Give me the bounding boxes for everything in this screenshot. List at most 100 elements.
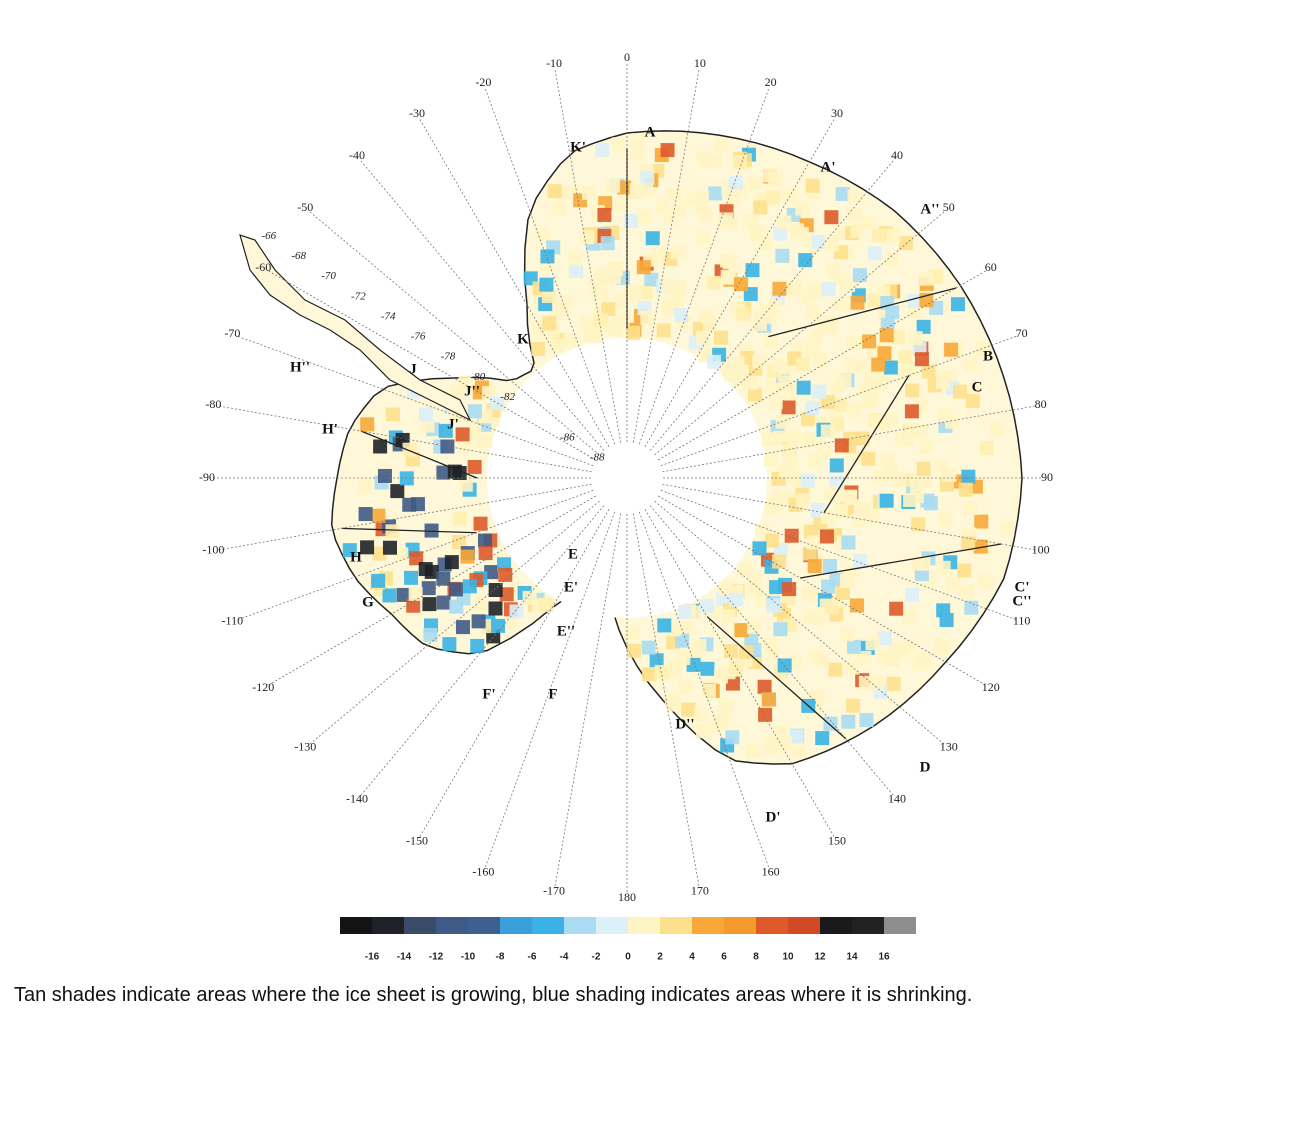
grid-cell <box>877 648 892 663</box>
grid-cell <box>873 376 888 391</box>
meridian <box>360 160 605 451</box>
grid-cell <box>820 424 835 439</box>
grid-cell <box>945 414 960 429</box>
grid-cell <box>905 587 920 602</box>
grid-cell <box>908 331 923 346</box>
colorbar-swatch <box>436 917 468 934</box>
grid-cell <box>864 391 879 406</box>
grid-cell <box>769 580 784 595</box>
grid-cell <box>700 598 715 613</box>
grid-cell <box>542 316 557 331</box>
grid-cell <box>826 263 841 278</box>
grid-cell <box>752 309 767 324</box>
grid-cell <box>821 579 836 594</box>
grid-cell <box>772 554 787 569</box>
grid-cell <box>961 469 976 484</box>
meridian <box>649 160 894 451</box>
colorbar-tick-label: -6 <box>528 952 537 963</box>
grid-cell <box>805 178 820 193</box>
grid-cell <box>783 386 798 401</box>
grid-cell <box>781 443 796 458</box>
basin-divide <box>360 430 478 479</box>
grid-cell <box>696 230 711 245</box>
longitude-label: -140 <box>346 791 368 805</box>
colorbar-swatch <box>724 917 756 934</box>
grid-cell <box>911 517 926 532</box>
grid-cell <box>563 333 578 348</box>
grid-cell <box>811 234 826 249</box>
grid-cell <box>808 452 823 467</box>
grid-cell <box>844 357 859 372</box>
grid-cell <box>385 524 400 539</box>
grid-cell <box>889 601 904 616</box>
grid-cell <box>773 622 788 637</box>
grid-cell <box>918 440 933 455</box>
grid-cell <box>692 638 707 653</box>
grid-cell <box>409 551 424 566</box>
grid-cell <box>535 227 550 242</box>
colorbar-swatch <box>628 917 660 934</box>
grid-cell <box>861 215 876 230</box>
caption: Tan shades indicate areas where the ice … <box>14 984 973 1006</box>
grid-cell <box>744 375 759 390</box>
grid-cell <box>436 571 451 586</box>
grid-cell <box>963 358 978 373</box>
grid-cell <box>467 460 482 475</box>
meridian <box>660 489 1017 620</box>
grid-cell <box>752 354 767 369</box>
grid-cell <box>418 562 433 577</box>
colorbar-tick-label: -8 <box>496 952 505 963</box>
colorbar-tick-label: -12 <box>429 952 444 963</box>
grid-cell <box>978 574 993 589</box>
grid-cell <box>420 418 435 433</box>
longitude-label: -170 <box>543 883 565 897</box>
grid-cell <box>396 587 411 602</box>
meridian <box>309 500 600 745</box>
colorbar-swatch <box>564 917 596 934</box>
grid-cell <box>821 282 836 297</box>
grid-cell <box>448 582 463 597</box>
latitude-label: -86 <box>560 431 575 443</box>
grid-cell <box>825 600 840 615</box>
meridian <box>632 513 700 886</box>
grid-cell <box>807 559 822 574</box>
grid-cell <box>640 170 655 185</box>
grid-cell <box>841 714 856 729</box>
grid-cell <box>654 664 669 679</box>
grid-cell <box>800 473 815 488</box>
meridian <box>237 336 594 467</box>
grid-cell <box>467 404 482 419</box>
grid-cell <box>733 155 748 170</box>
grid-cell <box>719 212 734 227</box>
grid-cell <box>568 251 583 266</box>
grid-cell <box>675 633 690 648</box>
grid-cell <box>841 535 856 550</box>
grid-cell <box>637 209 652 224</box>
longitude-label: 10 <box>694 56 706 70</box>
grid-cell <box>916 556 931 571</box>
grid-cell <box>436 595 451 610</box>
grid-cell <box>789 223 804 238</box>
grid-cell <box>903 492 918 507</box>
grid-cell <box>617 180 632 195</box>
grid-cell <box>539 597 554 612</box>
grid-cell <box>958 482 973 497</box>
grid-cell <box>973 539 988 554</box>
grid-cell <box>914 352 929 367</box>
meridian <box>419 119 610 448</box>
elevation-grid <box>239 130 1023 765</box>
meridian <box>654 500 945 745</box>
grid-cell <box>458 438 473 453</box>
basin-label: B <box>983 348 993 364</box>
grid-cell <box>795 201 810 216</box>
grid-cell <box>611 137 626 152</box>
grid-cell <box>773 430 788 445</box>
grid-cell <box>484 565 499 580</box>
basin-label: C <box>972 379 983 395</box>
grid-cell <box>846 698 861 713</box>
colorbar-tick-label: -2 <box>592 952 601 963</box>
longitude-label: -160 <box>472 864 494 878</box>
grid-cell <box>358 507 373 522</box>
grid-cell <box>950 297 965 312</box>
basin-label: C'' <box>1012 593 1031 609</box>
